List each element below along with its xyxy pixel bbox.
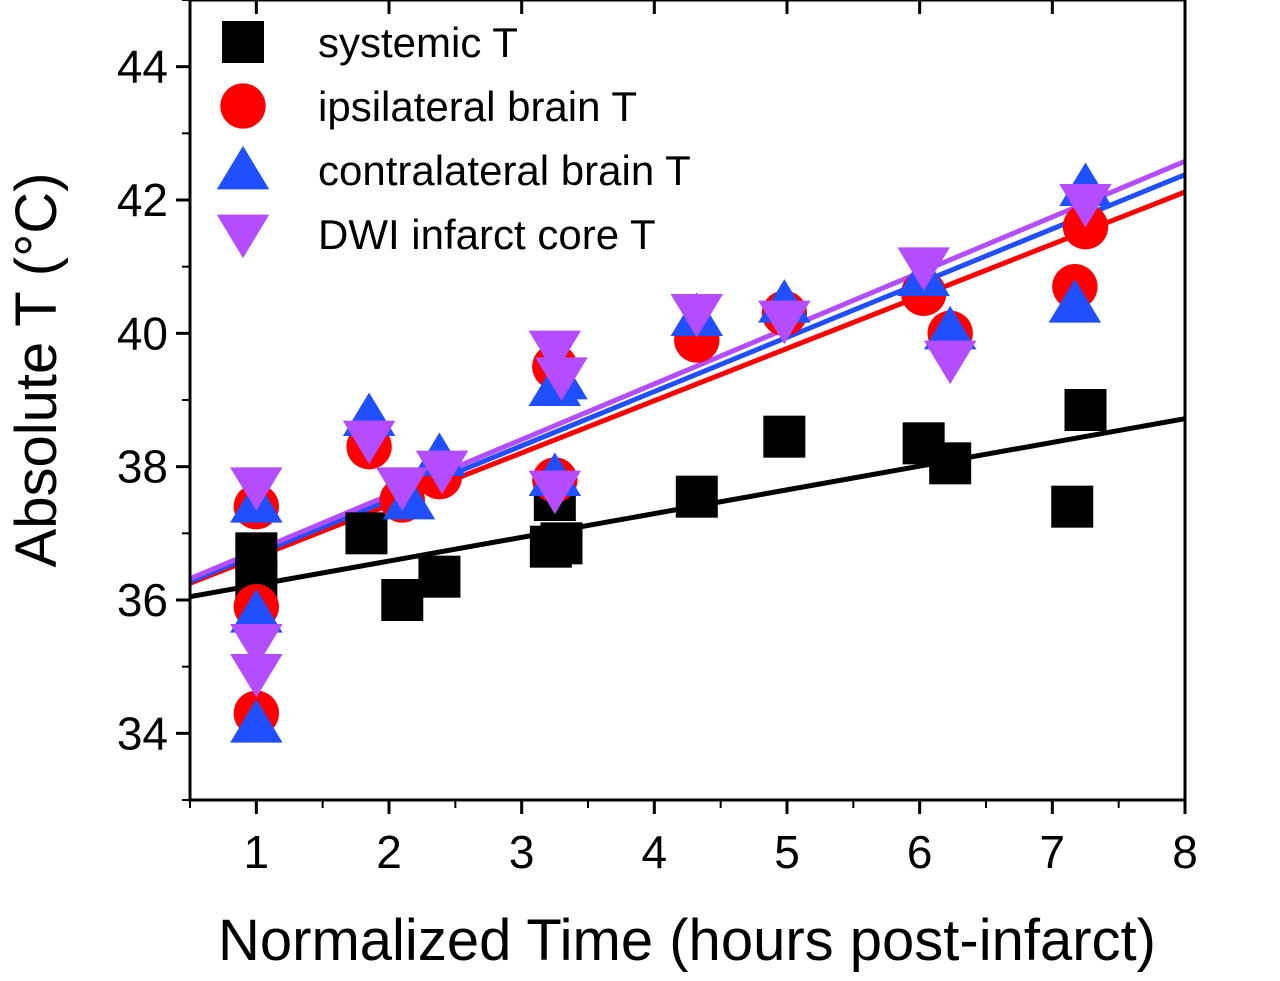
- point-s3-12: [923, 340, 977, 385]
- legend: systemic T ipsilateral brain T contralater…: [216, 19, 691, 259]
- point-s3-2: [230, 654, 283, 698]
- point-s3-7: [535, 357, 588, 401]
- point-s0-13: [1064, 389, 1107, 431]
- point-s3-13: [1059, 184, 1112, 228]
- point-s3-3: [342, 420, 396, 465]
- point-s3-6: [528, 330, 582, 375]
- y-tick-label-42: 42: [117, 174, 168, 226]
- y-tick-label-38: 38: [117, 441, 168, 493]
- point-s3-1: [230, 624, 283, 668]
- point-s2-12: [923, 305, 977, 350]
- legend-label-3: DWI infarct core T: [318, 211, 656, 258]
- y-tick-label-36: 36: [117, 574, 168, 626]
- legend-label-0: systemic T: [318, 19, 518, 66]
- x-tick-label-1: 1: [244, 826, 270, 878]
- legend-marker-2: [216, 145, 270, 190]
- legend-label-2: contralateral brain T: [318, 147, 691, 194]
- legend-marker-0: [222, 21, 264, 63]
- point-s3-4: [376, 467, 429, 511]
- point-s0-9: [763, 415, 806, 458]
- point-s0-4: [418, 555, 461, 598]
- y-tick-label-44: 44: [117, 41, 168, 93]
- point-s3-11: [897, 247, 950, 291]
- point-s0-2: [345, 512, 388, 555]
- fit-line-3: [189, 159, 1186, 581]
- point-s0-12: [1051, 485, 1094, 528]
- x-tick-label-7: 7: [1040, 826, 1066, 878]
- y-tick-label-34: 34: [117, 707, 168, 759]
- point-s3-10: [758, 300, 811, 345]
- x-tick-label-4: 4: [642, 826, 668, 878]
- legend-marker-1: [220, 83, 266, 129]
- y-axis-title: Absolute T (°C): [4, 173, 69, 568]
- point-s0-3: [381, 579, 424, 621]
- point-s2-1: [230, 589, 283, 633]
- point-s2-2: [230, 699, 283, 743]
- point-s3-5: [415, 450, 469, 495]
- y-tick-label-40: 40: [117, 307, 168, 359]
- point-s3-9: [670, 294, 724, 338]
- point-s0-11: [929, 442, 972, 485]
- x-axis-title: Normalized Time (hours post-infarct): [218, 908, 1156, 973]
- point-s2-13: [1048, 279, 1102, 323]
- legend-label-1: ipsilateral brain T: [318, 83, 637, 130]
- x-tick-label-5: 5: [774, 826, 800, 878]
- point-s3-8: [528, 470, 582, 515]
- x-tick-label-2: 2: [376, 826, 402, 878]
- point-s0-6: [540, 522, 583, 565]
- data-points: [230, 162, 1112, 743]
- x-tick-label-3: 3: [509, 826, 535, 878]
- x-tick-label-6: 6: [907, 826, 933, 878]
- legend-marker-3: [216, 214, 270, 259]
- point-s3-0: [230, 467, 283, 511]
- point-s0-8: [675, 475, 718, 518]
- x-tick-label-8: 8: [1172, 826, 1198, 878]
